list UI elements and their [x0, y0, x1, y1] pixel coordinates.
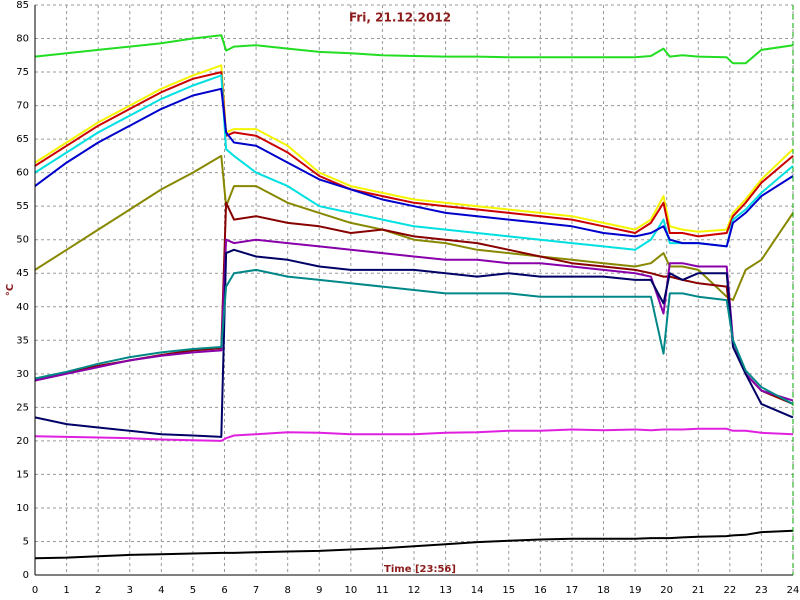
y-tick-label: 60: [16, 168, 29, 179]
y-tick-label: 15: [16, 469, 29, 480]
y-tick-label: 65: [16, 134, 29, 145]
data-line: [34, 64, 794, 233]
y-axis-label: °C: [5, 284, 16, 296]
x-tick-label: 12: [408, 585, 421, 596]
data-line: [34, 201, 794, 405]
y-tick-label: 80: [16, 34, 29, 45]
x-tick-label: 8: [284, 585, 290, 596]
y-tick-label: 5: [23, 536, 29, 547]
y-tick-label: 0: [23, 570, 29, 581]
data-line: [34, 71, 794, 238]
y-tick-label: 70: [16, 101, 29, 112]
data-line: [34, 529, 794, 560]
y-tick-label: 75: [16, 67, 29, 78]
x-tick-label: 10: [344, 585, 357, 596]
x-tick-label: 0: [32, 585, 38, 596]
x-tick-label: 20: [660, 585, 673, 596]
x-tick-label: 17: [566, 585, 579, 596]
x-axis-label: Time [23:56]: [384, 564, 456, 575]
lines: [34, 34, 794, 560]
y-tick-label: 10: [16, 503, 29, 514]
x-tick-label: 5: [190, 585, 196, 596]
x-tick-label: 1: [63, 585, 69, 596]
x-tick-label: 11: [376, 585, 389, 596]
y-tick-label: 85: [16, 0, 29, 11]
data-line: [34, 427, 794, 442]
y-tick-label: 45: [16, 268, 29, 279]
y-tick-label: 35: [16, 335, 29, 346]
x-tick-label: 3: [127, 585, 133, 596]
x-tick-label: 4: [158, 585, 164, 596]
x-tick-label: 23: [755, 585, 768, 596]
x-tick-label: 2: [95, 585, 101, 596]
y-tick-label: 50: [16, 235, 29, 246]
x-tick-label: 7: [253, 585, 259, 596]
y-tick-label: 20: [16, 436, 29, 447]
y-tick-label: 30: [16, 369, 29, 380]
x-tick-label: 22: [723, 585, 736, 596]
x-tick-label: 14: [471, 585, 484, 596]
x-tick-label: 19: [629, 585, 642, 596]
x-tick-label: 13: [439, 585, 452, 596]
y-tick-label: 55: [16, 201, 29, 212]
chart-title: Fri, 21.12.2012: [349, 11, 451, 25]
x-tick-label: 16: [534, 585, 547, 596]
x-tick-label: 15: [502, 585, 515, 596]
data-line: [34, 248, 794, 438]
x-tick-label: 18: [597, 585, 610, 596]
data-line: [34, 34, 794, 65]
data-line: [34, 238, 794, 402]
y-tick-label: 25: [16, 402, 29, 413]
x-tick-label: 6: [221, 585, 227, 596]
data-line: [34, 154, 794, 302]
grid: [34, 4, 794, 576]
x-tick-label: 24: [787, 585, 800, 596]
data-line: [34, 87, 794, 248]
y-tick-label: 40: [16, 302, 29, 313]
x-tick-label: 9: [316, 585, 322, 596]
x-tick-label: 21: [692, 585, 705, 596]
data-line: [34, 268, 794, 405]
